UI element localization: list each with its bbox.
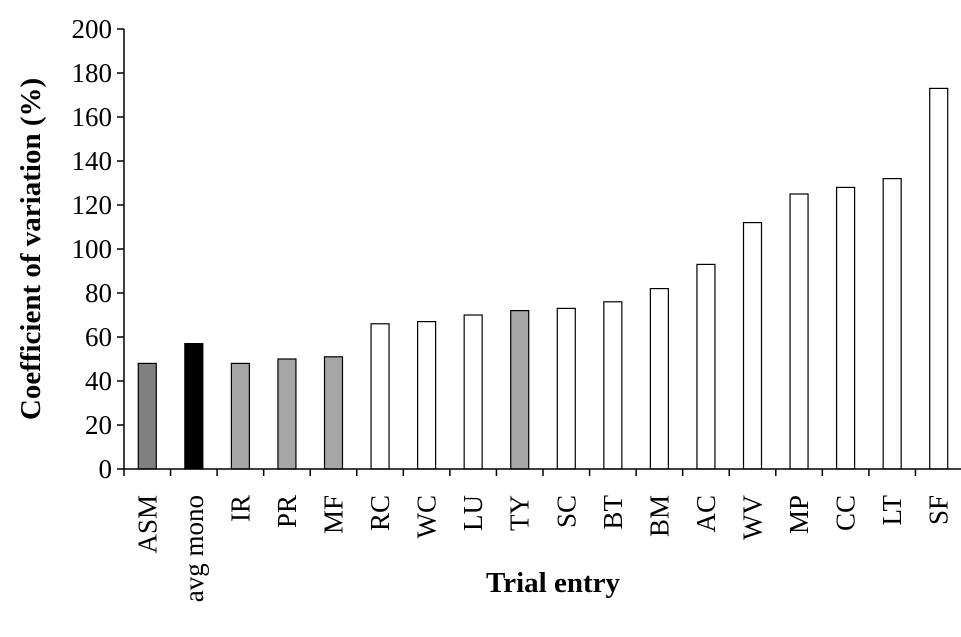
x-category-label: avg mono [179, 495, 209, 602]
bar-lu [463, 314, 483, 470]
y-tick-label: 140 [72, 146, 113, 176]
x-category-label: TY [505, 495, 535, 531]
x-category-label: WC [412, 495, 442, 539]
x-category-label: CC [831, 495, 861, 531]
bars [137, 87, 949, 470]
bar-cc [836, 186, 856, 470]
y-tick-label: 120 [72, 190, 113, 220]
y-axis-ticks: 0 20 40 60 80 100 120 140 160 180 200 [72, 14, 124, 484]
y-axis-title: Coefficient of variation (%) [15, 78, 47, 420]
bar-sf [929, 87, 949, 470]
bar-avg-mono [184, 343, 204, 470]
bar-wv [742, 222, 763, 470]
y-tick-label: 100 [72, 234, 113, 264]
bar-asm [137, 362, 157, 470]
x-category-label: SC [551, 495, 581, 528]
y-tick-label: 180 [72, 58, 113, 88]
x-category-label: MP [784, 495, 814, 534]
x-category-label: BT [598, 495, 628, 530]
y-tick-label: 200 [72, 14, 113, 44]
x-axis-ticks [123, 469, 917, 476]
x-category-label: WV [738, 495, 768, 540]
y-tick-label: 20 [85, 410, 112, 440]
x-category-label: LT [877, 495, 907, 526]
bar-lt [882, 178, 902, 470]
x-category-label: ASM [132, 495, 162, 554]
x-category-labels: ASM avg mono IR PR MF RC WC LU TY SC BT BM AC WV MP CC L… [132, 495, 953, 603]
bar-ty [510, 310, 530, 470]
bar-bm [649, 288, 669, 470]
bar-bt [603, 301, 623, 470]
bar-pr [277, 358, 297, 470]
y-tick-label: 60 [85, 322, 112, 352]
y-tick-label: 160 [72, 102, 113, 132]
bar-sc [556, 307, 576, 470]
x-category-label: SF [924, 495, 954, 525]
y-tick-label: 80 [85, 278, 112, 308]
x-category-label: MF [319, 495, 349, 534]
x-category-label: AC [691, 495, 721, 533]
bar-ir [230, 362, 250, 470]
y-tick-label: 40 [85, 366, 112, 396]
x-category-label: IR [225, 495, 255, 522]
x-category-label: LU [458, 495, 488, 531]
bar-ac [696, 263, 716, 470]
bar-mp [789, 193, 809, 470]
bar-mf [323, 356, 344, 470]
x-category-label: BM [644, 495, 674, 537]
x-axis-title: Trial entry [486, 567, 620, 599]
bar-rc [370, 323, 390, 470]
x-category-label: RC [365, 495, 395, 531]
x-category-label: PR [272, 495, 302, 528]
bar-wc [417, 321, 437, 470]
y-tick-label: 0 [99, 454, 113, 484]
